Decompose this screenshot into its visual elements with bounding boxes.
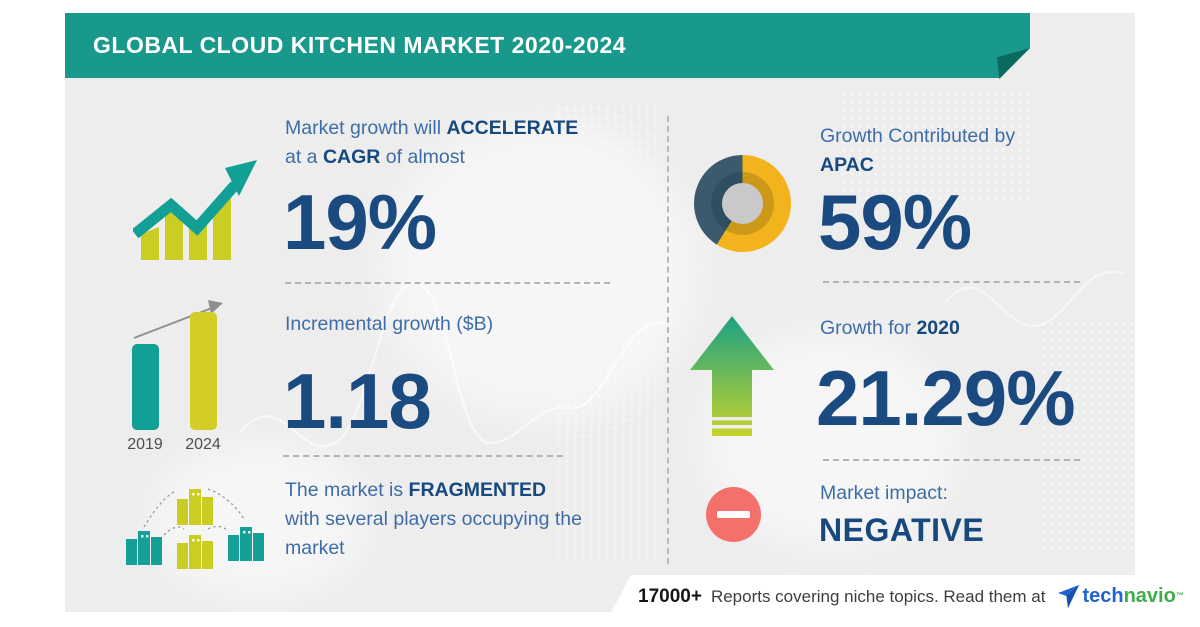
report-count: 17000+ <box>638 585 702 607</box>
background-dot-pattern <box>555 105 663 560</box>
growth-statement: Market growth will ACCELERATE at a CAGR … <box>285 114 578 172</box>
background-dot-pattern <box>1040 320 1135 555</box>
growth-text: Market growth will <box>285 117 442 139</box>
apac-value: 59% <box>818 178 972 266</box>
minus-bar <box>717 511 750 518</box>
bar-year-label: 2019 <box>127 436 163 452</box>
brand-trademark: ™ <box>1175 591 1184 600</box>
market-impact-value: NEGATIVE <box>819 512 985 548</box>
apac-text: Growth Contributed by <box>820 125 1016 147</box>
market-structure-statement: The market is FRAGMENTED with several pl… <box>285 476 582 563</box>
footer-band <box>603 575 1200 627</box>
header-ribbon: GLOBAL CLOUD KITCHEN MARKET 2020-2024 <box>65 13 1030 78</box>
market-impact-label: Market impact: <box>820 482 948 504</box>
two-bar-comparison-icon: 2019 2024 <box>127 300 223 452</box>
bar-chart-up-arrow-icon <box>133 160 257 260</box>
incremental-growth-value: 1.18 <box>283 357 432 445</box>
donut-hole <box>722 183 763 224</box>
growth-2020-text: Growth for <box>820 317 912 339</box>
background-dot-pattern <box>840 90 1030 205</box>
separator <box>285 282 610 284</box>
structure-text: The market is <box>285 479 404 501</box>
technavio-logo[interactable]: technavio™ <box>1058 585 1184 608</box>
growth-2020-value: 21.29% <box>816 354 1076 442</box>
cagr-value: 19% <box>283 178 437 266</box>
background-texture <box>380 120 700 420</box>
structure-text-bold: FRAGMENTED <box>408 479 547 501</box>
separator <box>823 459 1080 461</box>
brand-navio: navio <box>1123 585 1176 607</box>
technavio-wordmark: technavio™ <box>1082 585 1183 607</box>
growth-2020-year: 2020 <box>916 317 960 339</box>
incremental-growth-label: Incremental growth ($B) <box>285 313 494 335</box>
apac-label: APAC <box>820 154 874 176</box>
cagr-label: CAGR <box>322 146 381 168</box>
structure-text: with several players occupying the <box>285 508 582 530</box>
separator <box>283 455 563 457</box>
footer-text: Reports covering niche topics. Read them… <box>710 586 1046 606</box>
red-minus-circle-icon <box>706 487 761 542</box>
footer: 17000+ Reports covering niche topics. Re… <box>638 585 1184 608</box>
gradient-up-arrow-icon <box>690 316 774 436</box>
page-title: GLOBAL CLOUD KITCHEN MARKET 2020-2024 <box>93 32 627 58</box>
building-clusters-icon <box>126 488 264 569</box>
growth-text-bold: ACCELERATE <box>446 117 579 139</box>
separator <box>823 281 1080 283</box>
bar-year-label: 2024 <box>185 436 221 452</box>
technavio-arrow-icon <box>1058 585 1080 608</box>
brand-tech: tech <box>1082 585 1124 607</box>
growth-text: of almost <box>385 146 465 168</box>
apac-statement: Growth Contributed by APAC <box>820 122 1015 180</box>
growth-2020-label: Growth for 2020 <box>820 314 960 343</box>
growth-text: at a <box>285 146 318 168</box>
structure-text: market <box>285 537 345 559</box>
donut-chart-icon <box>694 155 791 252</box>
background-wave-lines <box>239 270 1126 448</box>
column-divider <box>667 116 669 564</box>
